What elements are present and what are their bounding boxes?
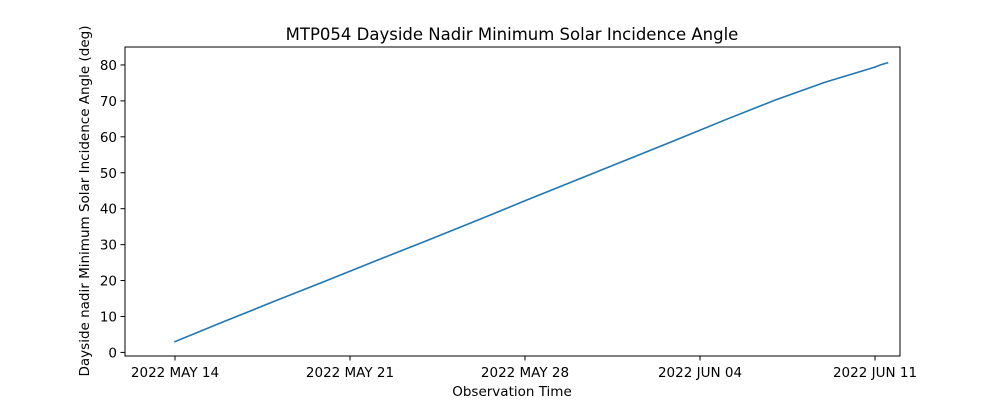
x-tick-label: 2022 JUN 11 (833, 365, 917, 381)
x-tick-label: 2022 MAY 14 (131, 365, 219, 381)
y-axis: 0 10 20 30 40 50 60 70 80 (100, 58, 125, 361)
y-tick-label: 50 (100, 166, 117, 182)
series-line (173, 66, 876, 343)
x-tick-label: 2022 MAY 21 (306, 365, 394, 381)
y-tick-label: 60 (100, 130, 117, 146)
chart-title: MTP054 Dayside Nadir Minimum Solar Incid… (286, 25, 739, 44)
y-tick-label: 30 (100, 238, 117, 254)
x-axis-label: Observation Time (452, 384, 572, 400)
y-tick-label: 40 (100, 202, 117, 218)
y-axis-label: Dayside nadir Minimum Solar Incidence An… (77, 26, 93, 377)
y-tick-label: 0 (108, 345, 117, 361)
y-tick-label: 10 (100, 309, 117, 325)
series-line (873, 61, 889, 69)
x-tick-label: 2022 MAY 28 (481, 365, 569, 381)
plot-area (173, 61, 889, 343)
x-axis: 2022 MAY 14 2022 MAY 21 2022 MAY 28 2022 JU… (131, 356, 917, 381)
x-tick-label: 2022 JUN 04 (658, 365, 742, 381)
plot-frame (124, 46, 901, 357)
y-tick-label: 80 (100, 58, 117, 74)
y-tick-label: 20 (100, 274, 117, 290)
y-tick-label: 70 (100, 94, 117, 110)
